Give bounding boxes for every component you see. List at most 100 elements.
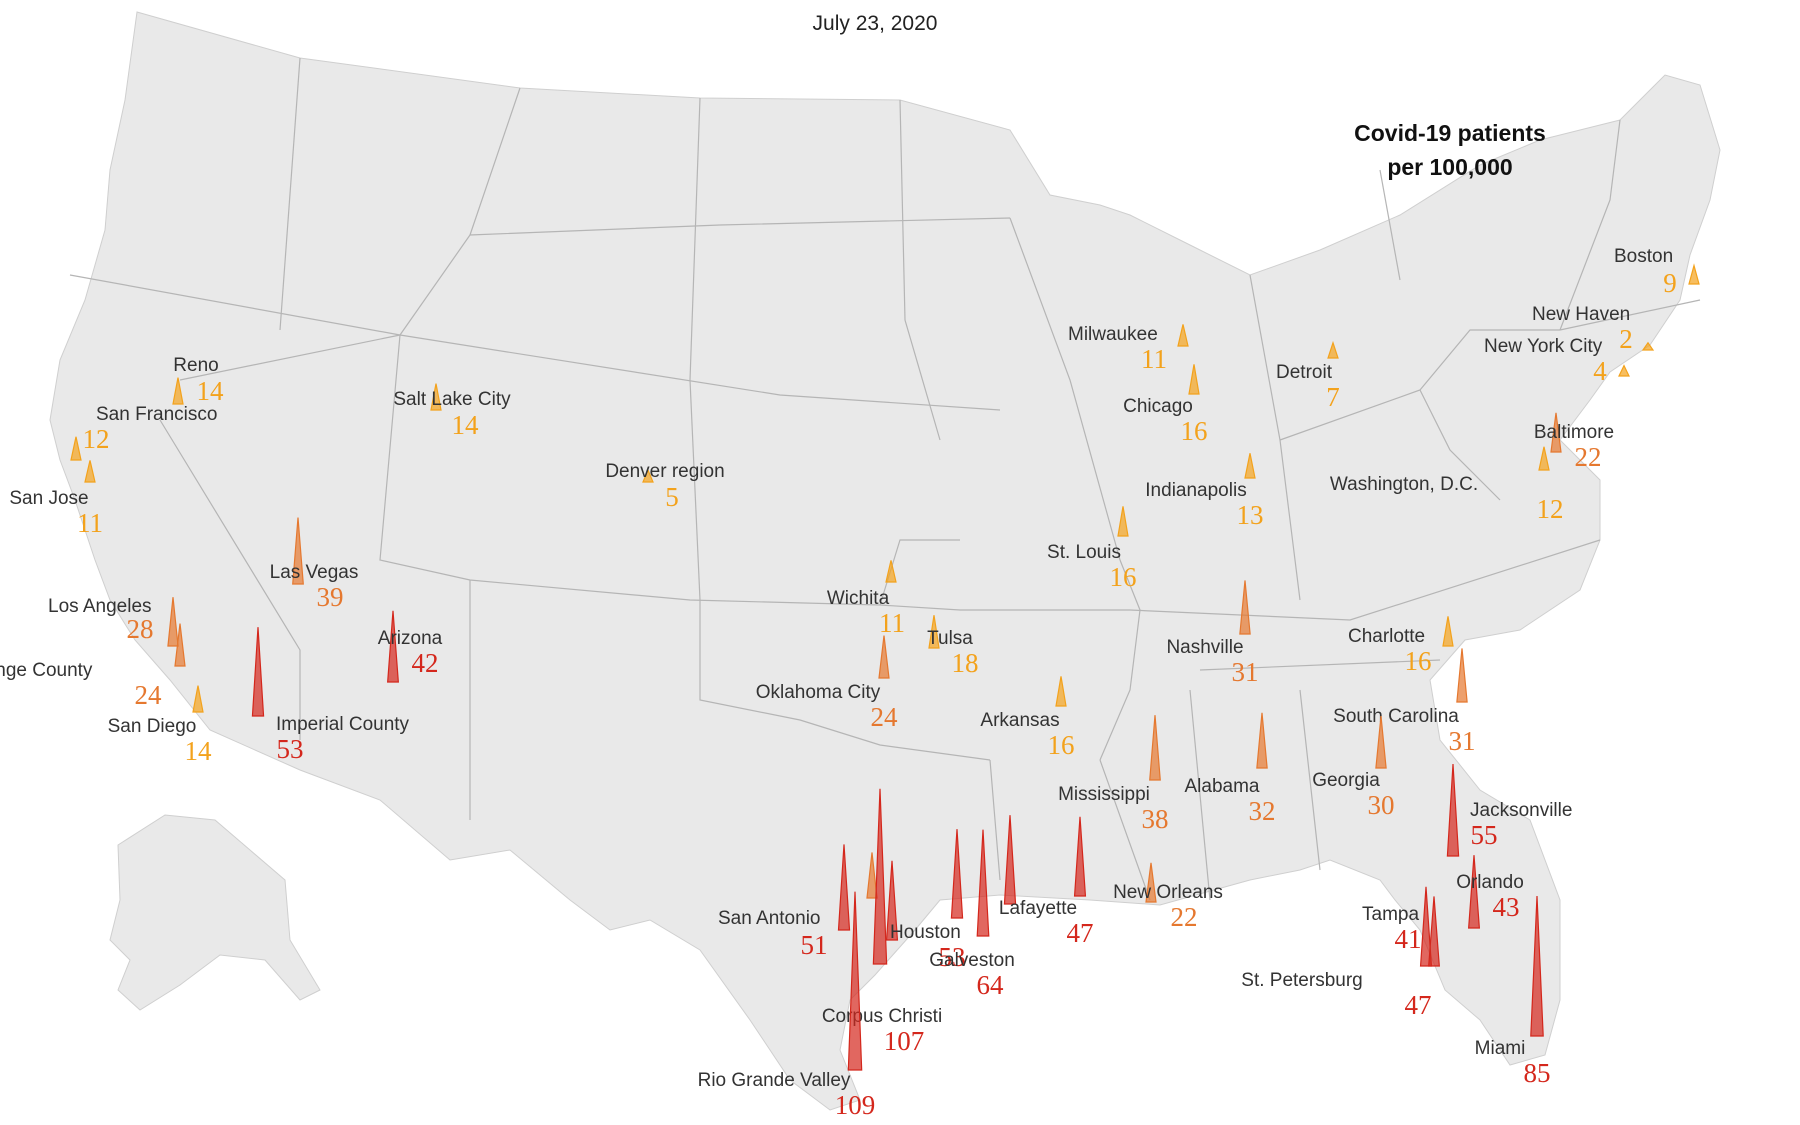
spike-marker-milwaukee	[1177, 324, 1189, 347]
spike-marker-salt-lake-city	[430, 383, 442, 411]
city-value-tulsa: 18	[952, 648, 979, 678]
spike-marker-st-louis	[1117, 506, 1129, 537]
spike-marker-detroit	[1327, 340, 1339, 359]
city-label-baltimore: Baltimore	[1534, 422, 1614, 443]
city-value-milwaukee: 11	[1141, 344, 1167, 374]
spike-marker-tulsa	[928, 615, 940, 649]
spike-marker-corpus-christi	[872, 788, 888, 965]
city-label-chicago: Chicago	[1123, 396, 1193, 417]
city-value-new-orleans: 22	[1171, 902, 1198, 932]
city-label-washington-d-c: Washington, D.C.	[1330, 474, 1478, 495]
spike-marker-orange-county	[174, 623, 186, 667]
spike-marker-miami	[1530, 895, 1544, 1037]
city-label-st-petersburg: St. Petersburg	[1241, 970, 1362, 991]
city-value-new-haven: 2	[1619, 324, 1633, 354]
city-value-corpus-christi: 107	[884, 1026, 925, 1056]
map-date: July 23, 2020	[812, 12, 938, 35]
city-label-las-vegas: Las Vegas	[270, 562, 359, 583]
city-value-jacksonville: 55	[1471, 820, 1498, 850]
city-label-new-orleans: New Orleans	[1113, 882, 1223, 903]
spike-marker-orlando	[1467, 855, 1481, 929]
city-label-arizona: Arizona	[378, 628, 443, 649]
city-label-salt-lake-city: Salt Lake City	[393, 389, 511, 410]
spike-marker-new-york-city	[1618, 364, 1630, 377]
city-label-orange-county: Orange County	[0, 660, 93, 681]
city-label-rio-grande-valley: Rio Grande Valley	[698, 1070, 851, 1091]
spike-marker-unlabeled-3	[885, 860, 899, 941]
city-value-tampa: 41	[1395, 924, 1422, 954]
city-value-st-petersburg: 47	[1405, 990, 1432, 1020]
city-value-salt-lake-city: 14	[452, 410, 480, 440]
city-value-wichita: 11	[879, 608, 905, 638]
city-label-arkansas: Arkansas	[980, 710, 1059, 731]
spike-marker-denver-region	[642, 468, 654, 483]
spike-marker-mississippi	[1149, 715, 1161, 781]
spike-marker-boston	[1688, 263, 1700, 285]
spike-marker-new-orleans	[1145, 862, 1157, 903]
city-label-houston: Houston	[890, 922, 961, 943]
state-borders	[69, 57, 1701, 901]
city-value-new-york-city: 4	[1593, 356, 1607, 386]
spike-marker-alabama	[1256, 712, 1268, 769]
city-label-oklahoma-city: Oklahoma City	[756, 682, 881, 703]
spike-marker-san-antonio	[837, 844, 851, 931]
spike-marker-tampa	[1428, 896, 1440, 967]
city-label-jacksonville: Jacksonville	[1470, 800, 1572, 821]
city-value-south-carolina: 31	[1449, 726, 1476, 756]
city-label-tulsa: Tulsa	[927, 628, 973, 649]
spike-marker-charlotte	[1442, 616, 1454, 647]
city-value-san-antonio: 51	[801, 930, 828, 960]
city-value-chicago: 16	[1181, 416, 1208, 446]
city-label-lafayette: Lafayette	[999, 898, 1077, 919]
city-value-arizona: 42	[412, 648, 439, 678]
spike-marker-galveston	[976, 829, 990, 937]
spike-marker-new-haven	[1641, 341, 1655, 351]
city-value-imperial-county: 53	[277, 734, 304, 764]
city-value-indianapolis: 13	[1237, 500, 1264, 530]
city-label-san-jose: San Jose	[9, 488, 88, 509]
city-label-nashville: Nashville	[1166, 637, 1243, 658]
city-value-charlotte: 16	[1405, 646, 1432, 676]
city-label-corpus-christi: Corpus Christi	[822, 1006, 942, 1027]
city-label-alabama: Alabama	[1185, 776, 1260, 797]
city-value-alabama: 32	[1249, 796, 1276, 826]
spike-marker-chicago	[1188, 364, 1200, 395]
city-value-houston: 53	[939, 942, 966, 972]
spike-marker-los-angeles	[167, 597, 179, 647]
spike-marker-unlabeled-1	[866, 852, 878, 899]
spike-marker-arkansas	[1055, 676, 1067, 707]
spike-marker-washington-d-c	[1538, 446, 1550, 471]
city-value-los-angeles: 28	[127, 614, 154, 644]
city-label-san-francisco: San Francisco	[96, 404, 217, 425]
city-label-mississippi: Mississippi	[1058, 784, 1150, 805]
city-value-reno: 14	[197, 376, 225, 406]
city-value-denver-region: 5	[665, 482, 679, 512]
city-label-reno: Reno	[173, 355, 218, 376]
legend-title-line-2: per 100,000	[1387, 154, 1513, 180]
city-label-denver-region: Denver region	[605, 461, 724, 482]
city-value-galveston: 64	[977, 970, 1005, 1000]
city-label-boston: Boston	[1614, 246, 1673, 267]
legend-title: Covid-19 patients per 100,000	[1300, 116, 1600, 184]
city-value-nashville: 31	[1232, 657, 1259, 687]
city-value-san-francisco: 12	[83, 424, 110, 454]
city-value-san-diego: 14	[185, 736, 213, 766]
city-label-miami: Miami	[1475, 1038, 1526, 1059]
city-value-detroit: 7	[1326, 382, 1340, 412]
spike-marker-georgia	[1375, 715, 1387, 769]
city-value-lafayette: 47	[1067, 918, 1094, 948]
legend-title-line-1: Covid-19 patients	[1354, 120, 1546, 146]
spike-marker-jacksonville	[1446, 763, 1460, 857]
spike-marker-rio-grande-valley	[847, 891, 863, 1071]
alaska-landmass	[109, 814, 321, 1011]
city-label-georgia: Georgia	[1312, 770, 1380, 791]
spike-marker-lafayette	[1073, 816, 1087, 897]
spike-marker-nashville	[1239, 580, 1251, 635]
city-label-wichita: Wichita	[827, 588, 890, 609]
city-value-washington-d-c: 12	[1537, 494, 1564, 524]
city-label-new-york-city: New York City	[1484, 336, 1603, 357]
city-label-san-antonio: San Antonio	[718, 908, 820, 929]
